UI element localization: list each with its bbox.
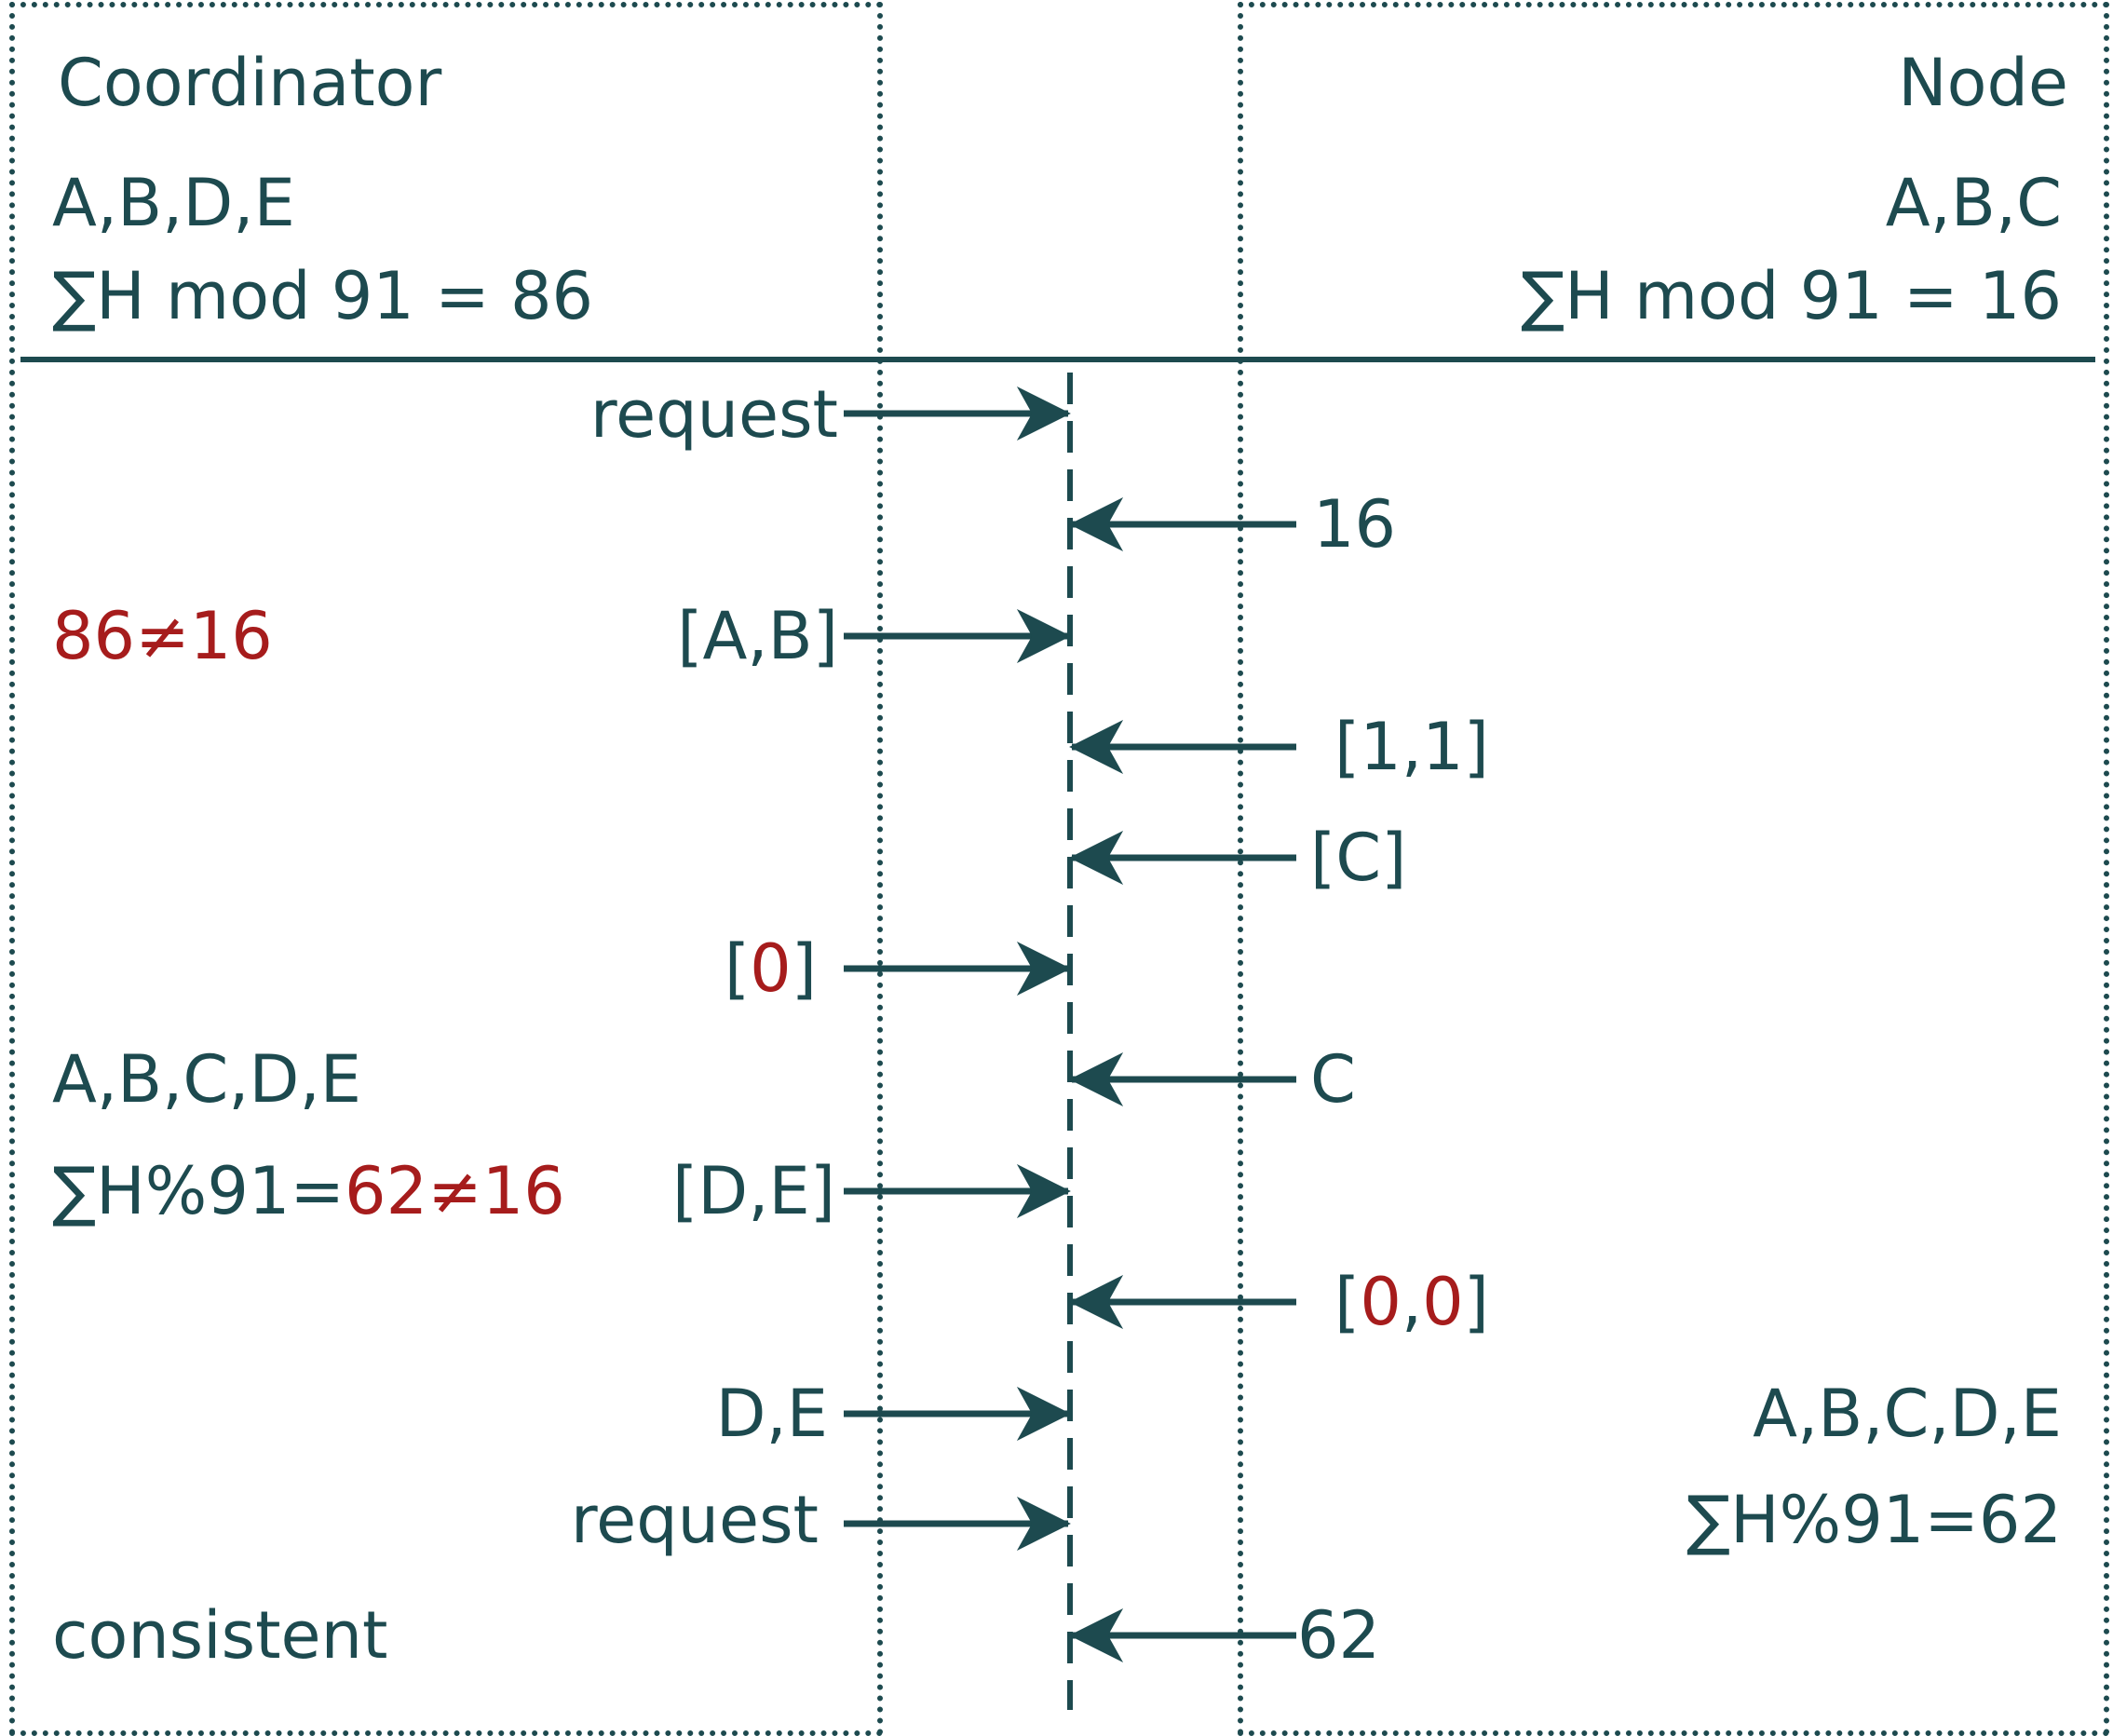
m9-open: [	[1334, 1264, 1361, 1340]
message-label-m5: [C]	[1310, 820, 1407, 896]
message-label-m11: request	[570, 1482, 819, 1558]
m9-value-1: 0	[1360, 1264, 1402, 1340]
message-label-m9: [0,0]	[1334, 1269, 1489, 1335]
node-merged-items: A,B,C,D,E	[1753, 1376, 2062, 1452]
m9-sep: ,	[1401, 1264, 1423, 1340]
node-items: A,B,C	[1885, 165, 2062, 241]
coordinator-mismatch-1: 86≠16	[52, 598, 273, 674]
m6-value: 0	[750, 930, 792, 1007]
m6-open: [	[724, 930, 751, 1007]
message-label-m6: [0]	[725, 936, 817, 1001]
merged-hash-value: 62≠16	[345, 1153, 565, 1229]
node-hash: ∑H mod 91 = 16	[1520, 258, 2062, 334]
node-merged-hash: ∑H%91=62	[1686, 1482, 2062, 1558]
message-label-m1: request	[589, 376, 838, 453]
message-label-m4: [1,1]	[1334, 709, 1489, 785]
m9-close: ]	[1463, 1264, 1489, 1340]
coordinator-hash: ∑H mod 91 = 86	[52, 258, 594, 334]
coordinator-items: A,B,D,E	[52, 165, 295, 241]
node-title: Node	[1898, 45, 2068, 121]
message-label-m8: [D,E]	[672, 1153, 835, 1229]
coordinator-merged-items: A,B,C,D,E	[52, 1041, 361, 1118]
m6-close: ]	[791, 930, 817, 1007]
m9-value-2: 0	[1422, 1264, 1464, 1340]
coordinator-title: Coordinator	[58, 45, 442, 121]
message-label-m2: 16	[1313, 486, 1397, 563]
message-label-m12: 62	[1297, 1597, 1381, 1674]
coordinator-merged-hash: ∑H%91=62≠16	[52, 1159, 565, 1224]
message-label-m7: C	[1310, 1041, 1356, 1118]
message-label-m3: [A,B]	[677, 598, 838, 674]
merged-hash-prefix: ∑H%91=	[52, 1153, 345, 1229]
message-label-m10: D,E	[715, 1376, 828, 1452]
coordinator-result: consistent	[52, 1597, 388, 1674]
